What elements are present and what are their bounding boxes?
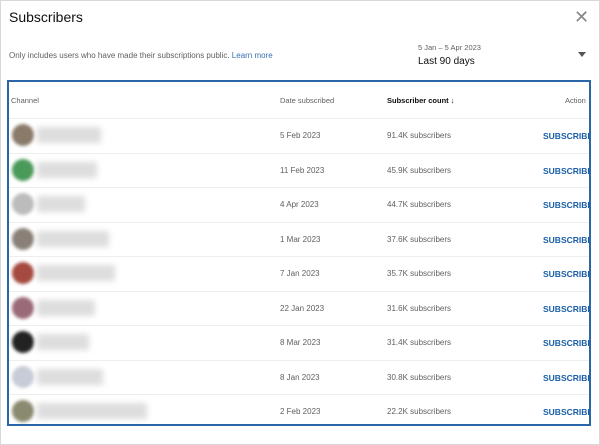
date-subscribed: 4 Apr 2023 bbox=[280, 200, 319, 209]
channel-name-blurred[interactable] bbox=[37, 196, 85, 212]
date-subscribed: 22 Jan 2023 bbox=[280, 303, 325, 313]
channel-avatar[interactable] bbox=[12, 193, 34, 215]
caret-down-icon bbox=[578, 52, 586, 57]
table-row: 7 Jan 2023 35.7K subscribers SUBSCRIBE bbox=[9, 256, 589, 292]
header-date[interactable]: Date subscribed bbox=[280, 96, 335, 105]
channel-name-blurred[interactable] bbox=[37, 265, 115, 281]
date-subscribed: 11 Feb 2023 bbox=[280, 165, 325, 175]
channel-avatar[interactable] bbox=[12, 158, 34, 181]
date-subscribed: 7 Jan 2023 bbox=[280, 269, 320, 278]
subscribe-button[interactable]: SUBSCRIBE bbox=[543, 131, 591, 141]
channel-avatar[interactable] bbox=[12, 296, 34, 319]
date-subscribed: 5 Feb 2023 bbox=[280, 131, 321, 140]
table-row: 4 Apr 2023 44.7K subscribers SUBSCRIBE bbox=[9, 187, 589, 223]
close-icon[interactable]: ✕ bbox=[574, 7, 590, 27]
date-subscribed: 8 Jan 2023 bbox=[280, 372, 320, 382]
table-row: 2 Feb 2023 22.2K subscribers SUBSCRIBE bbox=[9, 394, 591, 424]
table-row: 1 Mar 2023 37.6K subscribers SUBSCRIBE bbox=[9, 222, 591, 257]
table-row: 22 Jan 2023 31.6K subscribers SUBSCRIBE bbox=[9, 291, 591, 326]
table-row: 5 Feb 2023 91.4K subscribers SUBSCRIBE bbox=[9, 118, 589, 154]
channel-name-blurred[interactable] bbox=[37, 230, 109, 247]
subscriber-count: 44.7K subscribers bbox=[387, 200, 452, 209]
channel-name-blurred[interactable] bbox=[37, 334, 89, 350]
channel-name-blurred[interactable] bbox=[37, 403, 147, 419]
date-subscribed: 2 Feb 2023 bbox=[280, 407, 321, 416]
channel-avatar[interactable] bbox=[12, 331, 34, 353]
subscriber-count: 30.8K subscribers bbox=[387, 372, 452, 382]
channel-name-blurred[interactable] bbox=[37, 127, 101, 143]
channel-avatar[interactable] bbox=[12, 262, 34, 284]
channel-name-blurred[interactable] bbox=[37, 161, 97, 178]
date-subscribed: 1 Mar 2023 bbox=[280, 234, 321, 244]
table-header: Channel Date subscribed Subscriber count… bbox=[9, 82, 589, 119]
subscribe-button[interactable]: SUBSCRIBE bbox=[543, 165, 591, 176]
date-subscribed: 8 Mar 2023 bbox=[280, 338, 321, 347]
subscriber-count: 35.7K subscribers bbox=[387, 269, 452, 278]
subscriber-count: 31.4K subscribers bbox=[387, 338, 452, 347]
date-range-dropdown[interactable]: 5 Jan – 5 Apr 2023 Last 90 days bbox=[418, 43, 590, 69]
header-channel: Channel bbox=[11, 96, 39, 105]
subscribe-button[interactable]: SUBSCRIBE bbox=[543, 303, 591, 314]
table-row: 8 Jan 2023 30.8K subscribers SUBSCRIBE bbox=[9, 360, 591, 395]
subscribe-button[interactable]: SUBSCRIBE bbox=[543, 338, 591, 348]
header-count[interactable]: Subscriber count ↓ bbox=[387, 96, 455, 105]
note-text: Only includes users who have made their … bbox=[9, 51, 230, 60]
subscriber-count: 22.2K subscribers bbox=[387, 407, 452, 416]
channel-avatar[interactable] bbox=[12, 227, 34, 250]
table-row: 8 Mar 2023 31.4K subscribers SUBSCRIBE bbox=[9, 325, 589, 361]
privacy-note: Only includes users who have made their … bbox=[9, 51, 273, 60]
date-range-label: Last 90 days bbox=[418, 56, 475, 67]
channel-avatar[interactable] bbox=[12, 365, 34, 388]
table-row: 11 Feb 2023 45.9K subscribers SUBSCRIBE bbox=[9, 153, 591, 188]
subscribe-button[interactable]: SUBSCRIBE bbox=[543, 372, 591, 383]
subscribe-button[interactable]: SUBSCRIBE bbox=[543, 407, 591, 417]
channel-name-blurred[interactable] bbox=[37, 299, 95, 316]
channel-avatar[interactable] bbox=[12, 124, 34, 146]
subscriber-count: 91.4K subscribers bbox=[387, 131, 452, 140]
channel-avatar[interactable] bbox=[12, 400, 34, 422]
channel-name-blurred[interactable] bbox=[37, 368, 103, 385]
subscribers-table: Channel Date subscribed Subscriber count… bbox=[7, 80, 591, 426]
subscribe-button[interactable]: SUBSCRIBE bbox=[543, 200, 591, 210]
subscriber-count: 37.6K subscribers bbox=[387, 234, 452, 244]
subscribe-button[interactable]: SUBSCRIBE bbox=[543, 269, 591, 279]
learn-more-link[interactable]: Learn more bbox=[231, 51, 273, 60]
dialog-title: Subscribers bbox=[9, 9, 83, 25]
subscriber-count: 45.9K subscribers bbox=[387, 165, 452, 175]
subscriber-count: 31.6K subscribers bbox=[387, 303, 452, 313]
date-range-dates: 5 Jan – 5 Apr 2023 bbox=[418, 43, 481, 52]
subscribe-button[interactable]: SUBSCRIBE bbox=[543, 234, 591, 245]
header-action: Action bbox=[565, 96, 586, 105]
